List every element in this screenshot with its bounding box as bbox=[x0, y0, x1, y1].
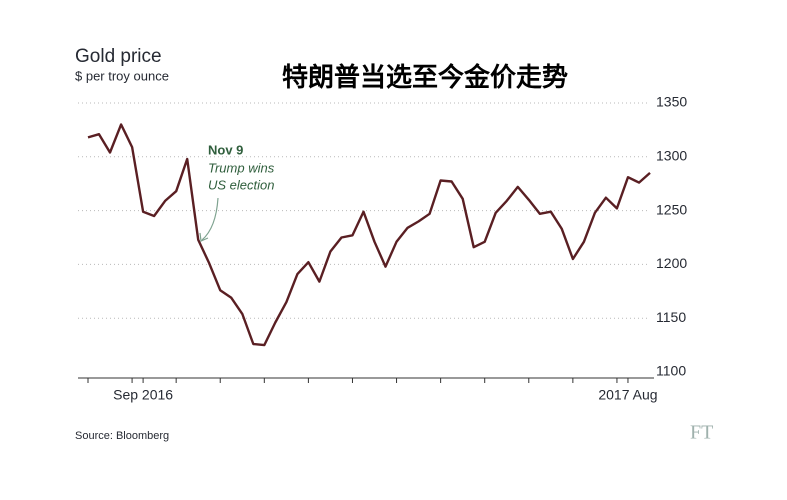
annotation-text: US election bbox=[208, 177, 274, 192]
y-tick-label: 1350 bbox=[656, 94, 687, 110]
chart-subtitle: $ per troy ounce bbox=[75, 68, 169, 83]
source: Source: Bloomberg bbox=[75, 430, 169, 442]
annotation-text: Trump wins bbox=[208, 160, 275, 175]
x-tick-label: Sep 2016 bbox=[113, 387, 173, 403]
annotation: Nov 9 Trump wins US election bbox=[199, 142, 275, 242]
headline: 特朗普当选至今金价走势 bbox=[282, 62, 568, 92]
annotation-title: Nov 9 bbox=[208, 142, 243, 157]
annotation-arrowhead bbox=[199, 232, 209, 242]
x-tick-label: 2017 Aug bbox=[598, 387, 657, 403]
price-line bbox=[87, 123, 651, 347]
chart-title: Gold price bbox=[75, 46, 162, 67]
brand-logo: FT bbox=[690, 422, 713, 444]
y-tick-label: 1200 bbox=[656, 255, 687, 271]
annotation-arrow bbox=[201, 197, 219, 241]
y-tick-label: 1250 bbox=[656, 201, 687, 217]
y-tick-label: 1150 bbox=[656, 309, 686, 325]
y-tick-label: 1100 bbox=[656, 363, 686, 379]
y-tick-label: 1300 bbox=[656, 148, 687, 164]
